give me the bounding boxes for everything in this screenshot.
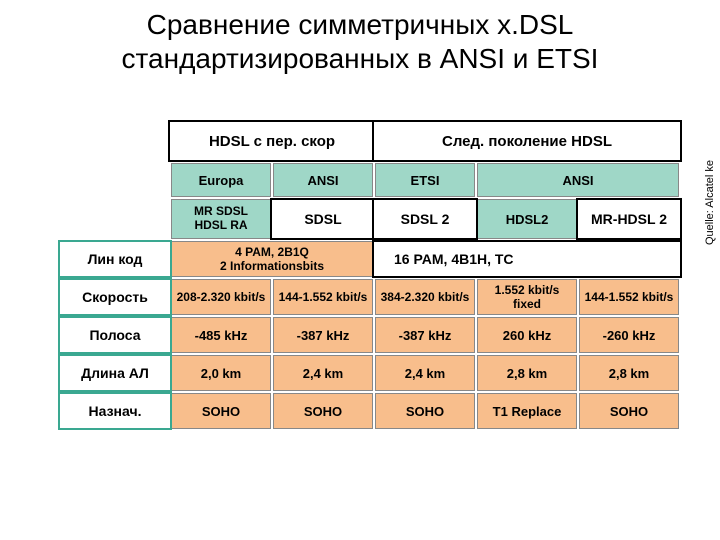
row-speed: Скорость 208-2.320 kbit/s 144-1.552 kbit…	[60, 278, 700, 316]
label-band: Полоса	[61, 317, 169, 353]
band-c1: -485 kHz	[171, 317, 271, 353]
tech-sdsl2-label: SDSL 2	[372, 198, 478, 240]
tech-hdsl2: HDSL2	[477, 199, 577, 239]
linecode-a: 4 PAM, 2B1Q 2 Informationsbits	[171, 241, 373, 277]
region-etsi: ETSI	[375, 163, 475, 197]
len-c5: 2,8 km	[579, 355, 679, 391]
speed-c1: 208-2.320 kbit/s	[171, 279, 271, 315]
speed-c3: 384-2.320 kbit/s	[375, 279, 475, 315]
spacer	[61, 163, 169, 197]
tech-mrhdsl2: MR-HDSL 2	[579, 199, 679, 239]
band-c2: -387 kHz	[273, 317, 373, 353]
tech-row: MR SDSL HDSL RA SDSL SDSL 2 HDSL2 MR-HDS…	[60, 198, 700, 240]
speed-c5: 144-1.552 kbit/s	[579, 279, 679, 315]
use-c5: SOHO	[579, 393, 679, 429]
label-length-text: Длина АЛ	[58, 354, 172, 392]
label-length: Длина АЛ	[61, 355, 169, 391]
tech-sdsl2: SDSL 2	[375, 199, 475, 239]
tech-sdsl-label: SDSL	[270, 198, 376, 240]
speed-c2: 144-1.552 kbit/s	[273, 279, 373, 315]
len-c2: 2,4 km	[273, 355, 373, 391]
len-c1: 2,0 km	[171, 355, 271, 391]
row-linecode: Лин код 4 PAM, 2B1Q 2 Informationsbits 1…	[60, 240, 700, 278]
tech-mrhdsl2-label: MR-HDSL 2	[576, 198, 682, 240]
header-group-row: HDSL с пер. скор След. поколение HDSL	[60, 120, 700, 162]
label-linecode-text: Лин код	[58, 240, 172, 278]
label-linecode: Лин код	[61, 241, 169, 277]
speed-c4: 1.552 kbit/s fixed	[477, 279, 577, 315]
header-hdsl-label: HDSL с пер. скор	[168, 120, 376, 162]
tech-mrsdsl: MR SDSL HDSL RA	[171, 199, 271, 239]
linecode-b-text: 16 PAM, 4B1H, TC	[372, 240, 682, 278]
label-band-text: Полоса	[58, 316, 172, 354]
len-c4: 2,8 km	[477, 355, 577, 391]
region-europa: Europa	[171, 163, 271, 197]
header-hdsl: HDSL с пер. скор	[171, 121, 373, 161]
band-c4: 260 kHz	[477, 317, 577, 353]
label-speed: Скорость	[61, 279, 169, 315]
spacer	[61, 121, 169, 161]
use-c1: SOHO	[171, 393, 271, 429]
header-nextgen-label: След. поколение HDSL	[372, 120, 682, 162]
row-length: Длина АЛ 2,0 km 2,4 km 2,4 km 2,8 km 2,8…	[60, 354, 700, 392]
region-ansi-2: ANSI	[477, 163, 679, 197]
source-label: Quelle: Alcatel ke	[704, 160, 716, 245]
header-nextgen: След. поколение HDSL	[375, 121, 679, 161]
use-c4: T1 Replace	[477, 393, 577, 429]
region-ansi-1: ANSI	[273, 163, 373, 197]
label-use-text: Назнач.	[58, 392, 172, 430]
label-use: Назнач.	[61, 393, 169, 429]
spacer	[61, 199, 169, 239]
page-title: Сравнение симметричных x.DSL стандартизи…	[0, 0, 720, 75]
use-c2: SOHO	[273, 393, 373, 429]
region-row: Europa ANSI ETSI ANSI	[60, 162, 700, 198]
comparison-table: HDSL с пер. скор След. поколение HDSL Eu…	[60, 120, 700, 430]
row-use: Назнач. SOHO SOHO SOHO T1 Replace SOHO	[60, 392, 700, 430]
tech-sdsl: SDSL	[273, 199, 373, 239]
row-band: Полоса -485 kHz -387 kHz -387 kHz 260 kH…	[60, 316, 700, 354]
band-c3: -387 kHz	[375, 317, 475, 353]
use-c3: SOHO	[375, 393, 475, 429]
label-speed-text: Скорость	[58, 278, 172, 316]
band-c5: -260 kHz	[579, 317, 679, 353]
len-c3: 2,4 km	[375, 355, 475, 391]
linecode-b: 16 PAM, 4B1H, TC	[375, 241, 679, 277]
